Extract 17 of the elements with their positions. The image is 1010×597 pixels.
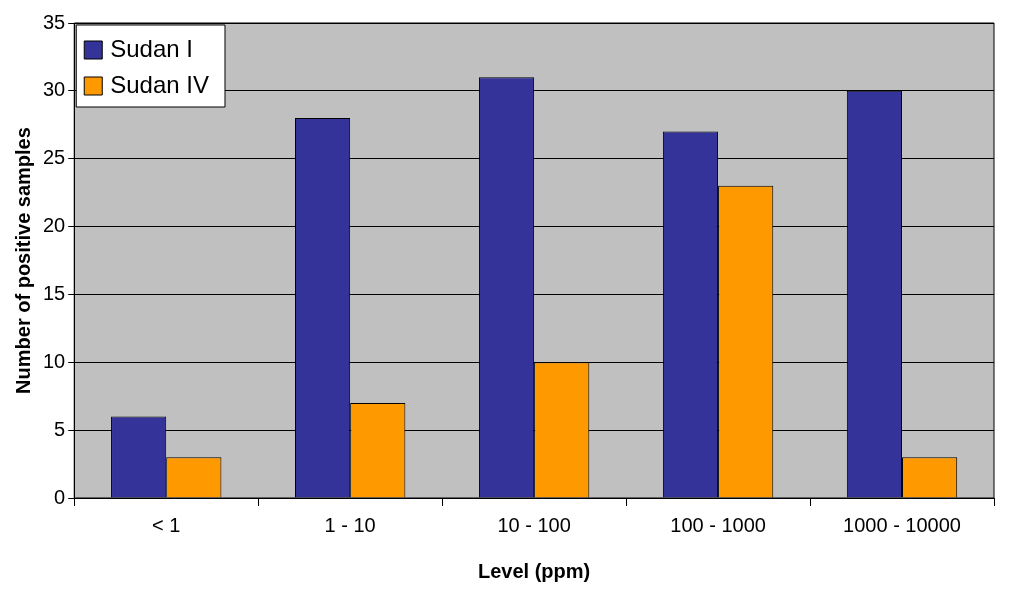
y-tick-label: 0 <box>54 485 66 508</box>
x-tick-label: 1000 - 10000 <box>843 513 961 536</box>
y-axis-title: Number of positive samples <box>11 127 34 394</box>
y-tick-label: 20 <box>43 214 66 237</box>
x-tick-label: < 1 <box>152 513 181 536</box>
y-tick-label: 15 <box>43 281 66 304</box>
x-tick-label: 10 - 100 <box>497 513 571 536</box>
y-tick-label: 25 <box>43 146 66 169</box>
y-tick-label: 35 <box>43 10 66 33</box>
x-axis-title: Level (ppm) <box>478 559 591 582</box>
x-tick-label: 1 - 10 <box>324 513 376 536</box>
y-tick-label: 5 <box>54 417 66 440</box>
y-tick-label: 30 <box>43 78 66 101</box>
y-tick-label: 10 <box>43 349 66 372</box>
legend-label: Sudan IV <box>110 70 209 98</box>
legend-label: Sudan I <box>110 34 193 62</box>
x-tick-label: 100 - 1000 <box>670 513 766 536</box>
